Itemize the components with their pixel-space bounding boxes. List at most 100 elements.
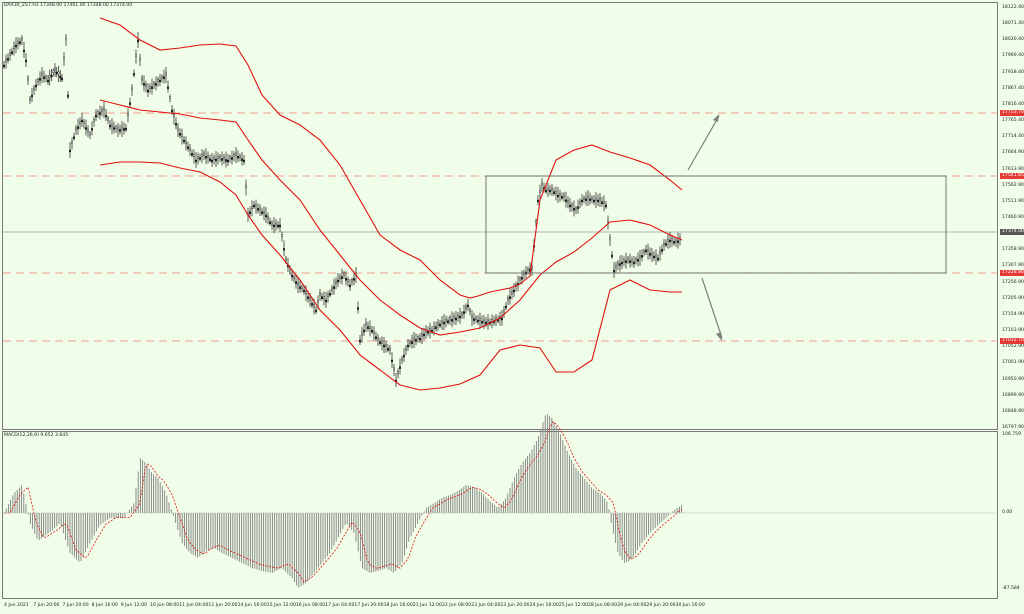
candle-body: [178, 133, 181, 136]
candle-body: [413, 337, 416, 341]
candle-body: [421, 333, 424, 337]
candle-body: [190, 153, 193, 156]
symbol-info-label: DAX30_ZS7.H1 17348.00 17461.00 17348.00 …: [4, 3, 133, 8]
candle-body: [130, 87, 133, 91]
candle-body: [369, 326, 372, 329]
bollinger-middle-band: [99, 99, 683, 336]
candle-body: [359, 339, 362, 343]
candle-body: [218, 155, 221, 159]
price-tick-label: 17714.40: [1002, 134, 1024, 140]
candle-body: [503, 309, 506, 313]
candle-body: [423, 333, 426, 337]
candle-body: [70, 141, 73, 144]
candle-body: [417, 336, 420, 339]
price-tick-label: 17154.90: [1002, 311, 1024, 317]
candle-body: [643, 250, 646, 253]
time-tick-label: 22 Jun 08:00: [442, 603, 472, 608]
candle-body: [651, 252, 654, 256]
candle-body: [142, 83, 145, 86]
price-tick-label: 17511.90: [1002, 198, 1024, 204]
candle-body: [477, 319, 480, 323]
candle-body: [64, 37, 67, 41]
breakout-down-arrowhead: [716, 332, 722, 341]
macd-indicator-pane[interactable]: [2, 431, 998, 599]
candle-body: [625, 260, 628, 263]
candle-body: [663, 242, 666, 246]
candle-body: [12, 46, 15, 49]
candle-body: [639, 255, 642, 259]
macd-info-label: MACD(12,26,9) 9.652 3.645: [4, 433, 69, 438]
candle-body: [305, 291, 308, 294]
time-tick-label: 29 Jun 04:00: [617, 603, 647, 608]
candle-body: [152, 82, 155, 86]
candle-body: [401, 357, 404, 361]
candle-body: [601, 201, 604, 204]
candle-body: [273, 224, 276, 228]
candle-body: [176, 127, 179, 131]
candle-body: [323, 296, 326, 299]
candle-body: [198, 157, 201, 160]
candle-body: [110, 124, 113, 127]
candle-body: [132, 73, 135, 76]
candle-body: [303, 289, 306, 293]
time-tick-label: 16 Jun 08:00: [296, 603, 326, 608]
candle-body: [539, 190, 542, 193]
price-level-tag: 17374.00: [1000, 229, 1024, 235]
candle-body: [204, 156, 207, 159]
candle-body: [381, 341, 384, 344]
candle-body: [541, 182, 544, 186]
price-tick-label: 16797.90: [1002, 425, 1024, 430]
candle-body: [136, 39, 139, 43]
candle-body: [631, 259, 634, 262]
price-tick-label: 17358.90: [1002, 247, 1024, 253]
candle-body: [269, 221, 272, 224]
candle-body: [39, 78, 42, 81]
candle-body: [327, 294, 330, 297]
candle-body: [349, 284, 352, 288]
candle-body: [667, 239, 670, 242]
candle-body: [589, 198, 592, 201]
candle-body: [455, 317, 458, 321]
candle-body: [116, 127, 119, 131]
time-tick-label: 8 Jun 16:00: [91, 603, 118, 608]
candle-body: [603, 201, 606, 204]
candle-body: [50, 74, 53, 78]
candle-body: [164, 72, 167, 76]
candle-body: [134, 54, 137, 57]
candle-body: [439, 323, 442, 327]
candle-body: [68, 149, 71, 153]
candle-body: [645, 249, 648, 253]
time-tick-label: 17 Jun 20:00: [354, 603, 384, 608]
candle-body: [403, 354, 406, 358]
candle-body: [3, 64, 6, 68]
candle-body: [10, 51, 13, 54]
breakout-down-arrow: [701, 277, 723, 339]
candle-body: [297, 282, 300, 286]
candle-body: [54, 67, 57, 71]
price-chart-pane[interactable]: [2, 2, 998, 430]
candle-body: [351, 279, 354, 282]
candle-body: [559, 193, 562, 196]
candle-body: [261, 211, 264, 214]
candle-body: [156, 79, 159, 82]
candle-body: [19, 41, 22, 44]
candle-body: [583, 197, 586, 200]
candle-body: [78, 121, 81, 124]
candle-body: [29, 97, 32, 101]
candle-body: [457, 314, 460, 318]
macd-axis-bottom: -87.584: [1002, 586, 1020, 591]
candle-body: [591, 197, 594, 200]
price-level-tag: 17541.85: [1000, 173, 1024, 179]
candle-body: [122, 128, 125, 131]
candle-body: [671, 238, 674, 241]
macd-axis-zero: 0.00: [1002, 510, 1013, 515]
candle-body: [104, 114, 107, 118]
candle-body: [623, 259, 626, 262]
candle-body: [63, 56, 66, 60]
candle-body: [471, 315, 474, 319]
candle-body: [479, 318, 482, 321]
candle-body: [555, 191, 558, 194]
candle-body: [635, 258, 638, 261]
candle-body: [461, 312, 464, 316]
